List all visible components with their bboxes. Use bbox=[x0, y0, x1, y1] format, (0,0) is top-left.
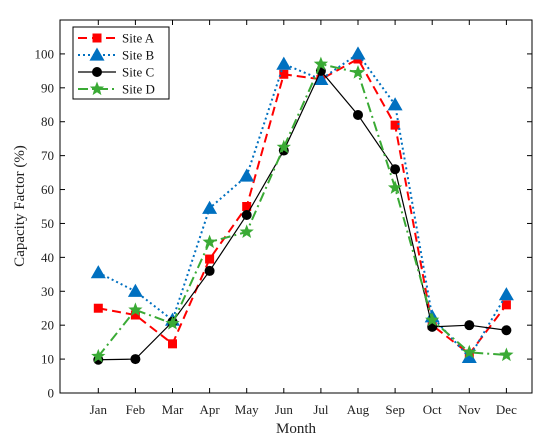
x-tick-label: Dec bbox=[496, 402, 517, 417]
data-point-site-d bbox=[387, 180, 403, 194]
data-point-site-b bbox=[276, 56, 292, 70]
data-point-site-a bbox=[130, 310, 140, 320]
y-tick-label: 40 bbox=[41, 250, 54, 265]
series-line-site-d bbox=[97, 62, 507, 358]
series-line-site-a bbox=[98, 57, 508, 356]
y-tick-label: 20 bbox=[41, 318, 54, 333]
data-point-site-c bbox=[241, 209, 252, 220]
data-point-site-c bbox=[353, 109, 363, 120]
x-tick-label: Aug bbox=[347, 402, 370, 417]
y-tick-label: 50 bbox=[41, 216, 54, 231]
x-tick-label: Jan bbox=[90, 402, 108, 417]
data-point-site-b bbox=[202, 200, 218, 214]
data-point-site-c bbox=[390, 164, 401, 175]
legend-item-site-a: Site A bbox=[78, 31, 155, 46]
data-point-site-a bbox=[501, 300, 511, 310]
data-point-site-a bbox=[93, 303, 103, 313]
data-point-site-d bbox=[276, 139, 291, 154]
x-tick-label: Mar bbox=[162, 402, 184, 417]
data-point-site-d bbox=[202, 234, 217, 249]
data-point-site-d bbox=[313, 56, 329, 71]
legend-item-site-c: Site C bbox=[78, 65, 154, 80]
data-point-site-b bbox=[461, 349, 477, 364]
y-tick-label: 0 bbox=[48, 386, 55, 401]
data-point-site-d bbox=[499, 347, 514, 362]
series-site-d bbox=[91, 56, 514, 363]
legend-label-site-b: Site B bbox=[122, 48, 154, 63]
x-tick-label: Oct bbox=[423, 402, 442, 417]
data-point-site-c bbox=[204, 265, 215, 276]
y-tick-label: 80 bbox=[41, 114, 54, 129]
data-point-site-a bbox=[205, 254, 215, 264]
data-point-site-d bbox=[91, 348, 106, 363]
y-tick-label: 100 bbox=[35, 46, 55, 61]
legend-marker-site-a bbox=[92, 33, 102, 43]
data-point-site-c bbox=[464, 320, 475, 331]
data-point-site-b bbox=[127, 283, 143, 297]
y-tick-label: 70 bbox=[41, 148, 54, 163]
x-tick-label: Sep bbox=[385, 402, 405, 417]
legend-label-site-c: Site C bbox=[122, 65, 154, 80]
data-point-site-b bbox=[350, 46, 366, 60]
legend-label-site-a: Site A bbox=[122, 31, 155, 46]
x-tick-label: May bbox=[235, 402, 259, 417]
x-tick-label: Jun bbox=[275, 402, 294, 417]
data-point-site-c bbox=[130, 354, 141, 365]
data-point-site-a bbox=[168, 339, 177, 349]
y-tick-label: 90 bbox=[41, 80, 54, 95]
series-line-site-b bbox=[97, 52, 508, 360]
legend-marker-site-c bbox=[92, 67, 102, 77]
data-point-site-d bbox=[165, 315, 180, 330]
data-point-site-c bbox=[501, 325, 512, 336]
data-point-site-d bbox=[128, 302, 143, 316]
data-point-site-d bbox=[239, 224, 254, 238]
x-tick-label: Feb bbox=[126, 402, 146, 417]
y-tick-label: 10 bbox=[41, 352, 54, 367]
data-point-site-b bbox=[498, 287, 514, 301]
legend: Site A Site B Site C Site D bbox=[72, 26, 170, 100]
x-tick-label: Jul bbox=[313, 402, 329, 417]
data-point-site-d bbox=[462, 344, 477, 359]
legend-box bbox=[72, 26, 170, 100]
y-tick-label: 60 bbox=[41, 182, 54, 197]
data-point-site-a bbox=[390, 120, 400, 130]
y-axis-title: Capacity Factor (%) bbox=[12, 145, 28, 267]
legend-item-site-b: Site B bbox=[78, 47, 154, 63]
data-point-site-a bbox=[242, 202, 252, 211]
legend-marker-site-d bbox=[89, 81, 105, 96]
data-point-site-b bbox=[239, 168, 255, 182]
data-point-site-d bbox=[425, 312, 440, 327]
y-tick-label: 30 bbox=[41, 284, 54, 299]
x-axis: Jan Feb Mar Apr May Jun Jul Aug Sep Oct Nov Dec bbox=[90, 20, 517, 417]
data-point-site-d bbox=[350, 65, 366, 79]
data-point-site-b bbox=[313, 71, 329, 85]
data-point-site-b bbox=[387, 97, 403, 111]
x-tick-label: Apr bbox=[199, 402, 220, 417]
y-axis: 0 10 20 30 40 50 60 70 80 90 100 bbox=[35, 46, 532, 401]
legend-item-site-d: Site D bbox=[78, 81, 155, 97]
data-point-site-b bbox=[90, 265, 106, 279]
legend-marker-site-b bbox=[89, 47, 105, 61]
x-tick-label: Nov bbox=[458, 402, 481, 417]
legend-label-site-d: Site D bbox=[122, 82, 155, 97]
data-point-site-a bbox=[279, 69, 289, 79]
series-layer bbox=[90, 46, 514, 365]
x-axis-title: Month bbox=[276, 421, 317, 437]
